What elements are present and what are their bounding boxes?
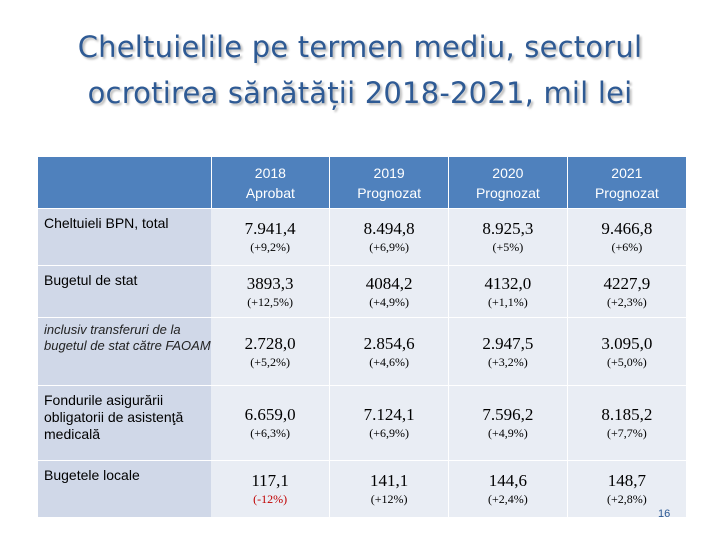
cell-value: 8.925,3 bbox=[482, 219, 534, 238]
table-cell: 8.925,3 (+5%) bbox=[448, 208, 568, 266]
header-2021: 2021 Prognozat bbox=[567, 157, 686, 209]
header-year: 2020 bbox=[492, 164, 524, 181]
table-cell: 2.728,0 (+5,2%) bbox=[211, 317, 331, 386]
cell-value: 141,1 bbox=[370, 471, 409, 490]
cell-change: (+2,3%) bbox=[606, 294, 647, 309]
table-cell: 6.659,0 (+6,3%) bbox=[211, 385, 331, 461]
table-cell: 7.124,1 (+6,9%) bbox=[329, 385, 449, 461]
header-year: 2019 bbox=[373, 164, 405, 181]
table-row: Bugetul de stat 3893,3 (+12,5%) 4084,2 (+4… bbox=[38, 265, 686, 318]
row-label: Bugetul de stat bbox=[38, 265, 211, 318]
table-cell: 4084,2 (+4,9%) bbox=[329, 265, 449, 318]
cell-change: (+4,9%) bbox=[487, 426, 528, 440]
table-cell: 3893,3 (+12,5%) bbox=[211, 265, 331, 318]
cell-change: (+6,9%) bbox=[369, 240, 409, 254]
cell-change: (+2,4%) bbox=[487, 492, 528, 506]
cell-change: (+2,8%) bbox=[606, 492, 647, 506]
cell-value: 7.941,4 bbox=[244, 219, 296, 238]
cell-change: (+7,7%) bbox=[606, 426, 647, 440]
header-empty-cell bbox=[38, 157, 212, 209]
row-label: Cheltuieli BPN, total bbox=[38, 208, 211, 266]
page-number: 16 bbox=[658, 508, 671, 520]
header-2019: 2019 Prognozat bbox=[329, 157, 449, 209]
table-cell: 8.185,2 (+7,7%) bbox=[567, 385, 686, 461]
header-type: Prognozat bbox=[357, 184, 422, 201]
header-type: Prognozat bbox=[475, 184, 540, 201]
cell-change: (+12%) bbox=[370, 492, 408, 506]
cell-value: 4227,9 bbox=[603, 273, 651, 293]
cell-value: 8.494,8 bbox=[363, 219, 415, 238]
cell-change: (+12,5%) bbox=[247, 294, 293, 309]
cell-value: 3.095,0 bbox=[601, 333, 653, 353]
cell-change: (+9,2%) bbox=[250, 240, 290, 254]
cell-value: 148,7 bbox=[607, 471, 646, 490]
cell-value: 2.854,6 bbox=[363, 333, 415, 353]
table-cell: 9.466,8 (+6%) bbox=[567, 208, 686, 266]
slide-title-line-2: ocrotirea sănătății 2018-2021, mil lei bbox=[87, 76, 633, 110]
cell-value: 8.185,2 bbox=[601, 405, 653, 424]
header-year: 2021 bbox=[611, 164, 643, 181]
cell-value: 7.124,1 bbox=[363, 405, 415, 424]
row-label: inclusiv transferuri de la bugetul de st… bbox=[38, 317, 211, 386]
slide-title: Cheltuielile pe termen mediu, sectorul o… bbox=[0, 24, 720, 116]
expenditure-table: 2018 Aprobat 2019 Prognozat 2020 Prognoz… bbox=[38, 157, 686, 517]
cell-change: (+6,3%) bbox=[250, 426, 290, 440]
table-cell: 7.941,4 (+9,2%) bbox=[211, 208, 331, 266]
cell-change: (+3,2%) bbox=[487, 354, 528, 369]
cell-value: 117,1 bbox=[251, 471, 289, 490]
cell-value: 2.947,5 bbox=[482, 333, 534, 353]
table-cell: 117,1 (-12%) bbox=[211, 460, 331, 517]
header-2018: 2018 Aprobat bbox=[211, 157, 331, 209]
cell-change: (+5,0%) bbox=[606, 354, 647, 369]
table-header-row: 2018 Aprobat 2019 Prognozat 2020 Prognoz… bbox=[38, 157, 686, 209]
table-cell: 141,1 (+12%) bbox=[329, 460, 449, 517]
table-cell: 8.494,8 (+6,9%) bbox=[329, 208, 449, 266]
table-cell: 2.854,6 (+4,6%) bbox=[329, 317, 449, 386]
cell-value: 144,6 bbox=[488, 471, 527, 490]
header-year: 2018 bbox=[254, 164, 286, 181]
table-cell: 4227,9 (+2,3%) bbox=[567, 265, 686, 318]
cell-change: (+6%) bbox=[611, 240, 643, 254]
table-cell: 144,6 (+2,4%) bbox=[448, 460, 568, 517]
cell-change: (+1,1%) bbox=[487, 294, 528, 309]
cell-value: 3893,3 bbox=[246, 273, 294, 293]
table-row: Fondurile asigurării obligatorii de asis… bbox=[38, 385, 686, 461]
cell-value: 4132,0 bbox=[484, 273, 532, 293]
header-type: Prognozat bbox=[594, 184, 659, 201]
cell-change: (+6,9%) bbox=[369, 426, 409, 440]
cell-change-negative: (-12%) bbox=[253, 492, 288, 506]
table-row: Bugetele locale 117,1 (-12%) 141,1 (+12%) … bbox=[38, 460, 686, 517]
cell-value: 2.728,0 bbox=[244, 333, 296, 353]
cell-change: (+5%) bbox=[492, 240, 524, 254]
cell-value: 6.659,0 bbox=[244, 405, 296, 424]
table-cell: 7.596,2 (+4,9%) bbox=[448, 385, 568, 461]
cell-value: 7.596,2 bbox=[482, 405, 534, 424]
cell-change: (+4,6%) bbox=[369, 354, 409, 369]
table-row: Cheltuieli BPN, total 7.941,4 (+9,2%) 8.4… bbox=[38, 208, 686, 266]
cell-value: 4084,2 bbox=[365, 273, 413, 293]
header-type: Aprobat bbox=[245, 184, 295, 201]
cell-value: 9.466,8 bbox=[601, 219, 653, 238]
table-cell: 4132,0 (+1,1%) bbox=[448, 265, 568, 318]
header-2020: 2020 Prognozat bbox=[448, 157, 568, 209]
row-label: Fondurile asigurării obligatorii de asis… bbox=[38, 385, 211, 461]
table-cell: 2.947,5 (+3,2%) bbox=[448, 317, 568, 386]
cell-change: (+4,9%) bbox=[369, 294, 409, 309]
table-cell: 148,7 (+2,8%) bbox=[567, 460, 686, 517]
slide-title-line-1: Cheltuielile pe termen mediu, sectorul bbox=[77, 30, 643, 64]
cell-change: (+5,2%) bbox=[250, 354, 290, 369]
table-cell: 3.095,0 (+5,0%) bbox=[567, 317, 686, 386]
row-label: Bugetele locale bbox=[38, 460, 211, 517]
table-row: inclusiv transferuri de la bugetul de st… bbox=[38, 317, 686, 386]
